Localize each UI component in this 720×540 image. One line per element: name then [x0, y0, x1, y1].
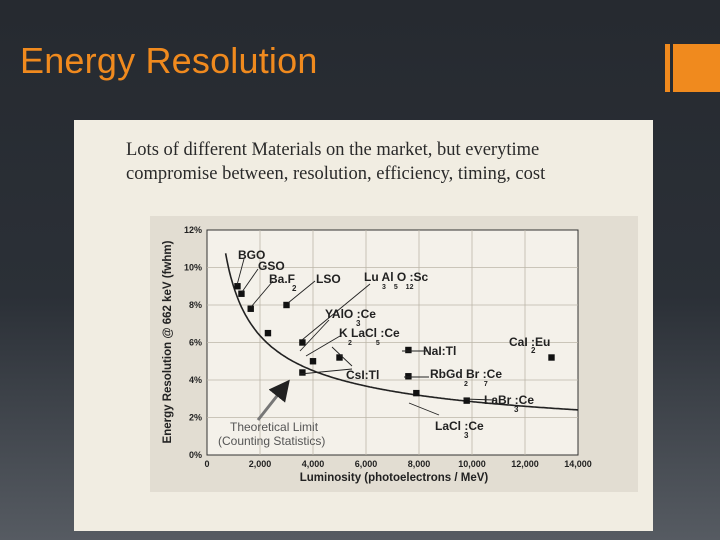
energy-resolution-chart: 0% 2% 4% 6% 8% 10% 12% 0 2,000 4,000 6,000 8,000 10…	[150, 216, 638, 492]
label-lacl: LaCl :Ce	[435, 419, 484, 433]
label-labr-sub: 3	[514, 405, 519, 414]
x-tick-label: 4,000	[302, 459, 325, 469]
label-rbgd: RbGd Br :Ce	[430, 367, 502, 381]
accent-bar-thick	[673, 44, 720, 92]
data-point	[247, 305, 254, 312]
accent-bar-thin	[665, 44, 670, 92]
data-point	[336, 354, 343, 361]
y-tick-label: 10%	[184, 263, 202, 273]
x-tick-label: 0	[204, 459, 209, 469]
label-luag-subs: 3 5 12	[382, 284, 414, 291]
x-tick-label: 8,000	[408, 459, 431, 469]
leader-lines	[236, 258, 495, 416]
data-point	[299, 339, 306, 346]
label-klacl: K LaCl :Ce	[339, 326, 400, 340]
data-point	[264, 329, 272, 337]
data-points	[234, 283, 555, 404]
x-tick-label: 12,000	[511, 459, 539, 469]
y-tick-label: 0%	[189, 450, 202, 460]
label-nai: NaI:Tl	[423, 344, 456, 358]
label-cai-sub: 2	[531, 346, 536, 355]
slide-title: Energy Resolution	[20, 40, 318, 81]
data-point	[413, 389, 420, 397]
x-tick-label: 10,000	[458, 459, 486, 469]
y-tick-label: 2%	[189, 413, 202, 423]
label-baf: Ba.F	[269, 272, 295, 286]
label-lso: LSO	[316, 272, 341, 286]
figure-panel: Lots of different Materials on the marke…	[74, 120, 653, 531]
label-yalo-sub: 3	[356, 319, 361, 328]
label-labr: LaBr :Ce	[484, 393, 534, 407]
label-yalo: YAlO :Ce	[325, 307, 376, 321]
label-klacl-subs: 2 5	[348, 340, 380, 347]
y-tick-label: 4%	[189, 375, 202, 385]
data-point	[548, 354, 555, 361]
y-tick-label: 6%	[189, 338, 202, 348]
caption-line-1: Lots of different Materials on the marke…	[126, 140, 540, 160]
label-luag: Lu Al O :Sc	[364, 270, 429, 284]
caption-line-2: compromise between, resolution, efficien…	[126, 164, 546, 184]
data-point	[238, 290, 245, 297]
data-point	[405, 373, 412, 380]
x-axis-label: Luminosity (photoelectrons / MeV)	[300, 472, 489, 484]
data-point	[309, 358, 317, 365]
data-point	[283, 301, 290, 309]
x-ticks: 0 2,000 4,000 6,000 8,000 10,000 12,000 14,000	[204, 459, 591, 469]
y-tick-label: 12%	[184, 225, 202, 235]
label-rbgd-subs: 2 7	[464, 381, 488, 388]
label-cai: CaI :Eu	[509, 335, 550, 349]
curve-label-line1: Theoretical Limit	[230, 420, 319, 434]
label-bgo: BGO	[238, 248, 265, 262]
curve-label-line2: (Counting Statistics)	[218, 434, 325, 448]
data-point	[299, 369, 306, 376]
data-point	[234, 283, 241, 290]
label-csi: CsI:Tl	[346, 368, 379, 382]
data-point	[463, 397, 470, 404]
figure-caption: Lots of different Materials on the marke…	[126, 138, 626, 186]
theoretical-limit-curve	[224, 253, 579, 411]
data-point	[405, 346, 412, 354]
point-labels: BGO GSO Ba.F 2 LSO Lu Al O :Sc 3 5 12 YA…	[238, 248, 550, 440]
y-axis-label: Energy Resolution @ 662 keV (fwhm)	[162, 240, 174, 443]
x-tick-label: 2,000	[249, 459, 272, 469]
y-tick-label: 8%	[189, 300, 202, 310]
y-ticks: 0% 2% 4% 6% 8% 10% 12%	[184, 225, 202, 460]
label-lacl-sub: 3	[464, 431, 469, 440]
curve-annotation: Theoretical Limit (Counting Statistics)	[218, 379, 325, 448]
x-tick-label: 14,000	[564, 459, 592, 469]
label-gso: GSO	[258, 259, 285, 273]
x-tick-label: 6,000	[355, 459, 378, 469]
label-baf-sub: 2	[292, 284, 297, 293]
